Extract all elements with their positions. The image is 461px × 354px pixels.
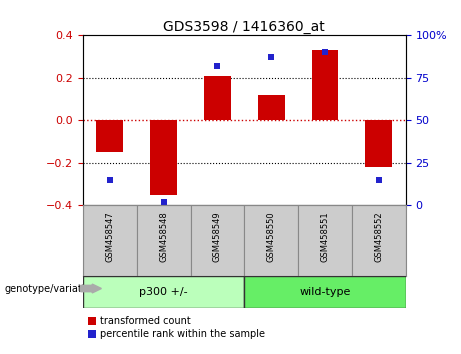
Bar (352, 205, 406, 276)
Point (321, 50, 329, 55)
Title: GDS3598 / 1416360_at: GDS3598 / 1416360_at (164, 21, 325, 34)
Bar (150, 120, 177, 195)
Point (267, 55, 275, 60)
Bar (190, 205, 244, 276)
Bar (244, 276, 406, 308)
Text: GSM458548: GSM458548 (159, 211, 168, 262)
Point (106, 177, 113, 183)
Text: GSM458550: GSM458550 (267, 211, 276, 262)
Text: GSM458552: GSM458552 (374, 211, 383, 262)
Bar (137, 205, 190, 276)
Text: p300 +/-: p300 +/- (139, 287, 188, 297)
Bar (298, 205, 352, 276)
Bar (258, 95, 284, 120)
Bar (244, 205, 298, 276)
Bar (204, 76, 231, 120)
Text: GSM458549: GSM458549 (213, 211, 222, 262)
Bar (83, 276, 244, 308)
Text: GSM458551: GSM458551 (320, 211, 330, 262)
Point (160, 199, 167, 205)
Text: genotype/variation: genotype/variation (5, 284, 97, 293)
Bar (312, 50, 338, 120)
Bar (96, 120, 123, 152)
Bar (365, 120, 392, 167)
Bar (83, 205, 137, 276)
Legend: transformed count, percentile rank within the sample: transformed count, percentile rank withi… (88, 316, 265, 339)
Text: wild-type: wild-type (299, 287, 351, 297)
Point (375, 177, 383, 183)
Point (214, 63, 221, 69)
Text: GSM458547: GSM458547 (106, 211, 114, 262)
